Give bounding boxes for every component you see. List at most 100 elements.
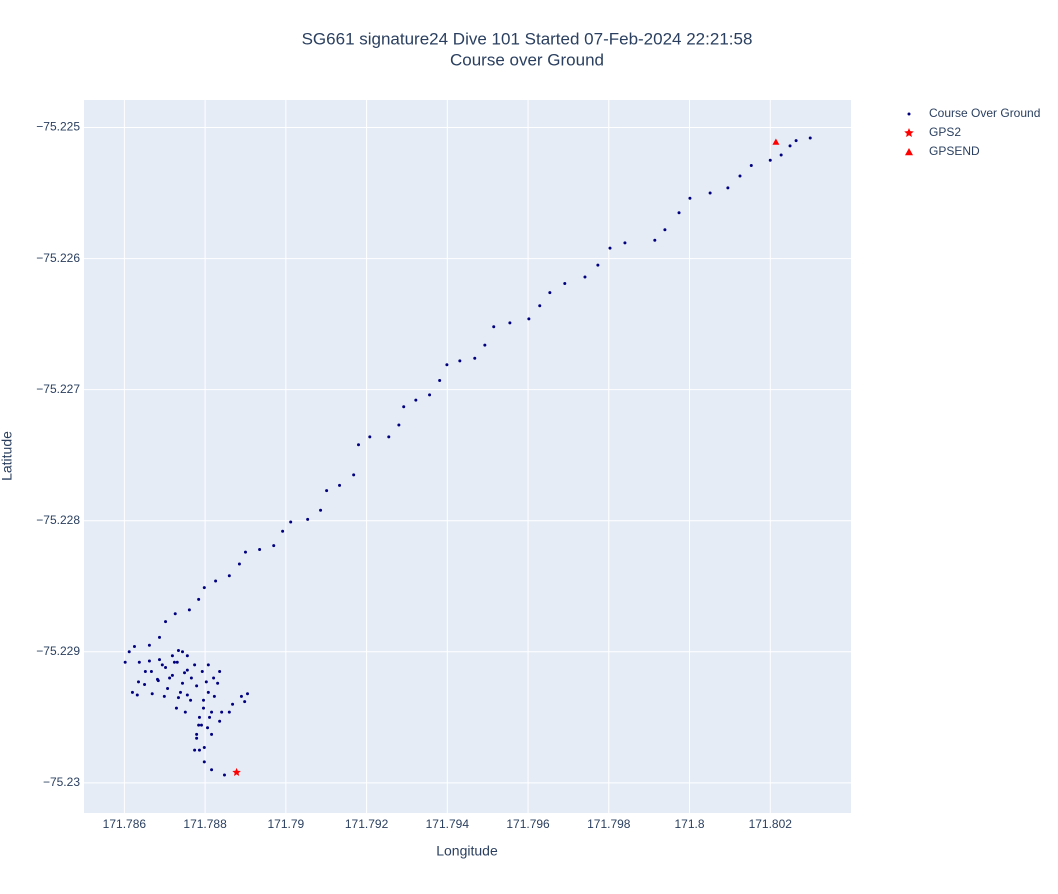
point <box>492 325 496 329</box>
point <box>289 520 293 524</box>
point <box>596 263 600 267</box>
y-axis-title: Latitude <box>0 431 15 481</box>
point <box>623 241 627 245</box>
chart-subtitle: Course over Ground <box>450 50 604 69</box>
point <box>272 544 276 548</box>
point <box>199 723 203 727</box>
point <box>208 715 212 719</box>
point <box>202 760 206 764</box>
point <box>185 654 189 658</box>
plot-area <box>84 100 851 813</box>
chart-title: SG661 signature24 Dive 101 Started 07-Fe… <box>302 29 753 48</box>
point <box>210 732 214 736</box>
point <box>185 693 189 697</box>
legend-label: Course Over Ground <box>929 106 1040 120</box>
point <box>130 690 134 694</box>
point <box>206 690 210 694</box>
point <box>201 706 205 710</box>
x-tick-label: 171.802 <box>749 817 793 831</box>
point <box>136 680 140 684</box>
point <box>162 694 166 698</box>
point <box>779 153 783 157</box>
point <box>738 174 742 178</box>
point <box>319 508 323 512</box>
point <box>206 663 210 667</box>
point <box>608 246 612 250</box>
point <box>227 574 231 578</box>
legend-label: GPS2 <box>929 125 961 139</box>
x-axis-title: Longitude <box>436 843 498 859</box>
point <box>143 669 147 673</box>
point <box>164 620 168 624</box>
point <box>688 196 692 200</box>
point <box>183 671 187 675</box>
x-tick-label: 171.796 <box>506 817 550 831</box>
x-tick-label: 171.8 <box>675 817 705 831</box>
legend-marker <box>904 128 914 138</box>
point <box>306 517 310 521</box>
marks <box>123 136 812 777</box>
point <box>135 693 139 697</box>
point <box>222 773 226 777</box>
point <box>357 443 361 447</box>
point <box>189 676 193 680</box>
point <box>708 191 712 195</box>
point <box>788 144 792 148</box>
point <box>508 321 512 325</box>
point <box>768 158 772 162</box>
point <box>147 643 151 647</box>
y-tick-label: −75.227 <box>36 382 80 396</box>
point <box>237 562 241 566</box>
point <box>202 586 206 590</box>
point <box>183 710 187 714</box>
point <box>155 677 159 681</box>
point <box>195 684 199 688</box>
point <box>157 658 161 662</box>
point <box>185 668 189 672</box>
point <box>201 698 205 702</box>
point <box>193 663 197 667</box>
point <box>150 692 154 696</box>
point <box>438 378 442 382</box>
point <box>338 483 342 487</box>
point <box>176 696 180 700</box>
point <box>160 663 164 667</box>
y-tick-label: −75.228 <box>36 513 80 527</box>
x-tick-label: 171.788 <box>183 817 227 831</box>
point <box>218 719 222 723</box>
point <box>197 715 201 719</box>
point <box>227 710 231 714</box>
point <box>749 164 753 168</box>
point <box>174 706 178 710</box>
point <box>538 304 542 308</box>
point <box>173 612 177 616</box>
point <box>132 645 136 649</box>
point <box>402 405 406 409</box>
point <box>210 710 214 714</box>
point <box>193 748 197 752</box>
point <box>147 659 151 663</box>
point <box>368 435 372 439</box>
point <box>172 660 176 664</box>
point <box>352 473 356 477</box>
point <box>178 690 182 694</box>
point <box>210 768 214 772</box>
x-tick-label: 171.79 <box>267 817 304 831</box>
point <box>197 597 201 601</box>
point <box>281 529 285 533</box>
point <box>218 669 222 673</box>
point <box>197 723 201 727</box>
point <box>200 669 204 673</box>
point <box>137 660 141 664</box>
point <box>220 710 224 714</box>
point <box>170 673 174 677</box>
point <box>216 681 220 685</box>
point <box>808 136 812 140</box>
point <box>726 186 730 190</box>
legend-label: GPSEND <box>929 144 980 158</box>
point <box>123 660 127 664</box>
point <box>176 648 180 652</box>
point <box>149 669 153 673</box>
point <box>175 660 179 664</box>
